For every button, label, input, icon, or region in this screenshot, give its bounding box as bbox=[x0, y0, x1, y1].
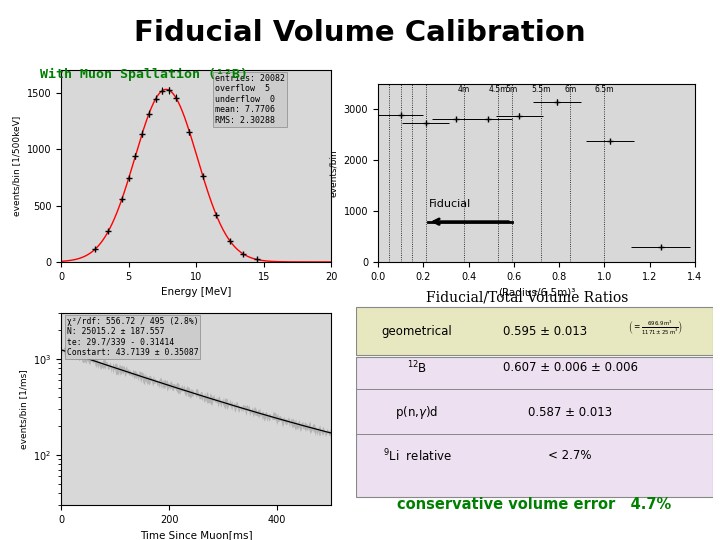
Text: 0.587 ± 0.013: 0.587 ± 0.013 bbox=[528, 407, 612, 420]
FancyBboxPatch shape bbox=[356, 307, 713, 355]
Text: $^{12}$B: $^{12}$B bbox=[407, 360, 427, 376]
Text: Fiducial: Fiducial bbox=[429, 199, 472, 210]
Text: χ²/rdf: 556.72 / 495 (2.8%)
N: 25015.2 ± 187.557
te: 29.7/339 - 0.31414
Constart: χ²/rdf: 556.72 / 495 (2.8%) N: 25015.2 ±… bbox=[67, 317, 198, 357]
Text: $\left(=\frac{696.9\,\mathrm{m}^3}{1171\pm25\,\mathrm{m}^3}\right)$: $\left(=\frac{696.9\,\mathrm{m}^3}{1171\… bbox=[628, 319, 683, 336]
X-axis label: Energy [MeV]: Energy [MeV] bbox=[161, 287, 231, 297]
Text: 0.607 ± 0.006 ± 0.006: 0.607 ± 0.006 ± 0.006 bbox=[503, 361, 638, 374]
Text: < 2.7%: < 2.7% bbox=[549, 449, 592, 462]
Text: Fiducial Volume Calibration: Fiducial Volume Calibration bbox=[134, 19, 586, 47]
Text: With Muon Spallation (¹²B): With Muon Spallation (¹²B) bbox=[40, 68, 248, 80]
Text: 4m: 4m bbox=[458, 85, 470, 94]
Text: p(n,$\gamma$)d: p(n,$\gamma$)d bbox=[395, 404, 438, 422]
Text: 6m: 6m bbox=[564, 85, 577, 94]
Y-axis label: events/bin: events/bin bbox=[329, 149, 338, 197]
X-axis label: Time Since Muon[ms]: Time Since Muon[ms] bbox=[140, 530, 253, 540]
Text: 4.5m: 4.5m bbox=[488, 85, 508, 94]
Text: Fiducial/Total Volume Ratios: Fiducial/Total Volume Ratios bbox=[426, 291, 629, 305]
FancyBboxPatch shape bbox=[356, 357, 713, 497]
Text: $^{9}$Li  relative: $^{9}$Li relative bbox=[382, 448, 451, 464]
Y-axis label: events/bin [1/500keV]: events/bin [1/500keV] bbox=[12, 116, 22, 216]
X-axis label: (Radius/6.5m)³: (Radius/6.5m)³ bbox=[498, 287, 575, 297]
Text: 5m: 5m bbox=[505, 85, 518, 94]
Y-axis label: events/bin [1/ms]: events/bin [1/ms] bbox=[19, 369, 27, 449]
Text: conservative volume error   4.7%: conservative volume error 4.7% bbox=[397, 497, 672, 511]
Text: 5.5m: 5.5m bbox=[531, 85, 551, 94]
Text: geometrical: geometrical bbox=[382, 325, 452, 338]
Text: 6.5m: 6.5m bbox=[595, 85, 614, 94]
Text: 0.595 ± 0.013: 0.595 ± 0.013 bbox=[503, 325, 588, 338]
Text: entries: 20082
overflow  5
underflow  0
mean: 7.7706
RMS: 2.30288: entries: 20082 overflow 5 underflow 0 me… bbox=[215, 74, 285, 125]
